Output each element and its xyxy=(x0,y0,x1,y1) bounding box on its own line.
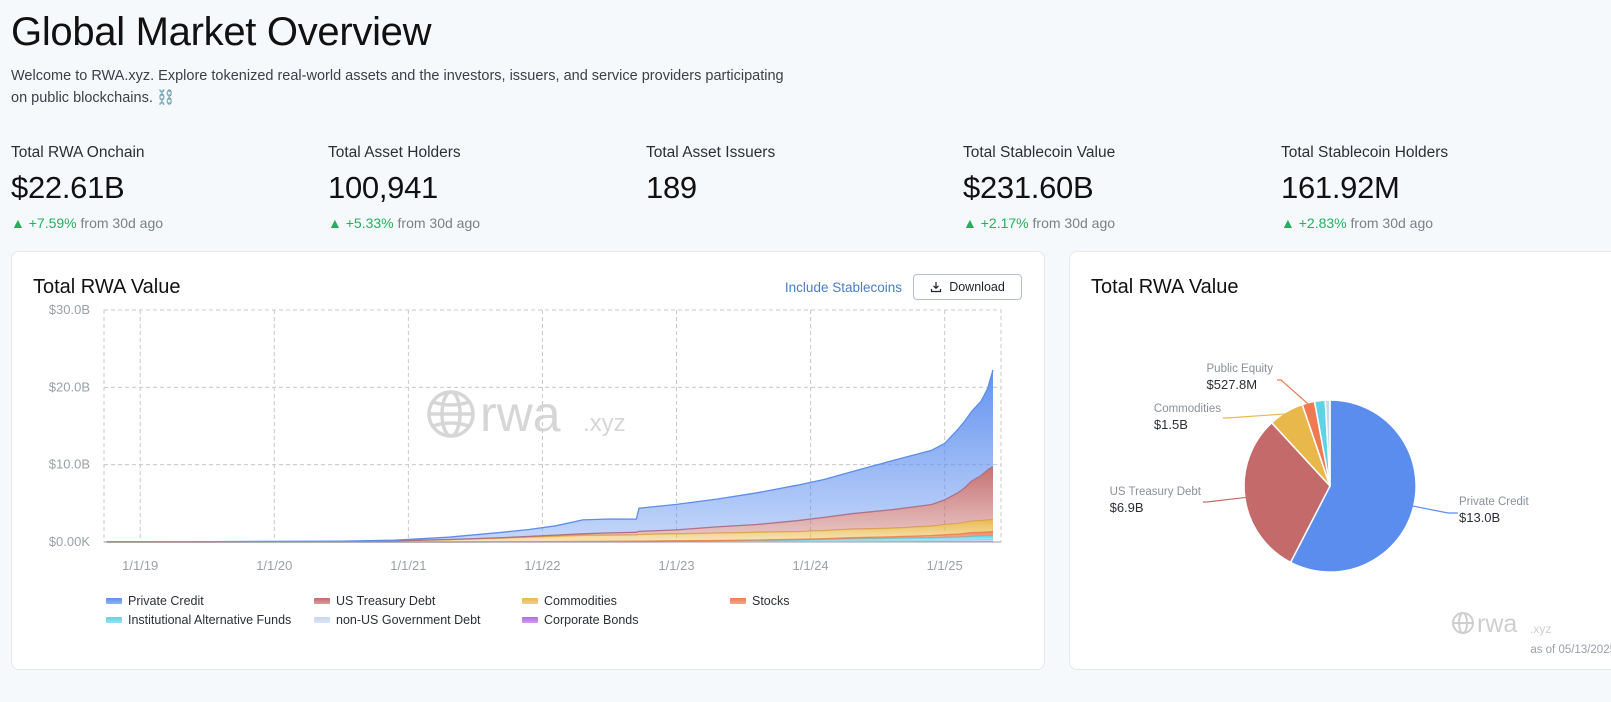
stat-label: Total Stablecoin Holders xyxy=(1281,144,1449,161)
stat-change: ▲ +7.59% from 30d ago xyxy=(11,215,311,231)
stat-label: Total RWA Onchain xyxy=(11,144,145,161)
stat-change-pct: +5.33% xyxy=(345,215,394,231)
stat-total-rwa: Total RWA Onchain $22.61B ▲ +7.59% from … xyxy=(11,144,311,231)
page-intro: Welcome to RWA.xyz. Explore tokenized re… xyxy=(11,68,784,106)
stat-asset-issuers: Total Asset Issuers 189 xyxy=(646,144,946,206)
pie-chart-title: Total RWA Value xyxy=(1091,276,1239,298)
stat-change-pct: +7.59% xyxy=(28,215,77,231)
stat-value: $231.60B xyxy=(963,170,1094,205)
legend-label: US Treasury Debt xyxy=(336,594,436,608)
legend-item[interactable]: Institutional Alternative Funds xyxy=(106,613,314,627)
include-stablecoins-toggle[interactable]: Include Stablecoins xyxy=(784,280,902,295)
stat-label: Total Asset Issuers xyxy=(646,144,776,161)
stat-label: Total Stablecoin Value xyxy=(963,144,1116,161)
legend-swatch xyxy=(106,598,122,604)
legend-swatch xyxy=(730,598,746,604)
legend-label: Stocks xyxy=(752,594,790,608)
legend-item[interactable]: Private Credit xyxy=(106,594,314,608)
up-arrow-icon: ▲ xyxy=(963,215,977,231)
stat-asset-holders: Total Asset Holders 100,941 ▲ +5.33% fro… xyxy=(328,144,628,231)
legend-label: Commodities xyxy=(544,594,617,608)
up-arrow-icon: ▲ xyxy=(11,215,25,231)
stat-change: ▲ +5.33% from 30d ago xyxy=(328,215,628,231)
legend-swatch xyxy=(106,617,122,623)
stat-value: $22.61B xyxy=(11,170,125,205)
stat-change-suffix: from 30d ago xyxy=(397,215,481,231)
stat-label: Total Asset Holders xyxy=(328,144,461,161)
stat-change: ▲ +2.83% from 30d ago xyxy=(1281,215,1581,231)
area-chart-title: Total RWA Value xyxy=(33,276,181,298)
as-of-date: as of 05/13/2025 xyxy=(1530,644,1611,656)
legend-label: Institutional Alternative Funds xyxy=(128,613,292,627)
legend-item[interactable]: non-US Government Debt xyxy=(314,613,522,627)
legend-item[interactable]: US Treasury Debt xyxy=(314,594,522,608)
stat-change-pct: +2.83% xyxy=(1298,215,1347,231)
legend-label: Corporate Bonds xyxy=(544,613,639,627)
legend-item[interactable]: Stocks xyxy=(730,594,850,608)
area-chart-legend: Private Credit US Treasury Debt Commoditie… xyxy=(106,594,826,627)
stat-change-suffix: from 30d ago xyxy=(1032,215,1116,231)
stat-change-suffix: from 30d ago xyxy=(1350,215,1434,231)
stat-change-suffix: from 30d ago xyxy=(80,215,164,231)
legend-item[interactable]: Commodities xyxy=(522,594,730,608)
download-button[interactable]: Download xyxy=(913,274,1022,300)
up-arrow-icon: ▲ xyxy=(328,215,342,231)
download-icon xyxy=(931,282,942,293)
stat-value: 100,941 xyxy=(328,170,438,205)
stat-change: ▲ +2.17% from 30d ago xyxy=(963,215,1263,231)
legend-label: non-US Government Debt xyxy=(336,613,481,627)
legend-swatch xyxy=(522,598,538,604)
legend-swatch xyxy=(314,598,330,604)
download-label: Download xyxy=(949,280,1005,294)
stat-change-pct: +2.17% xyxy=(980,215,1029,231)
stat-value: 189 xyxy=(646,170,697,205)
up-arrow-icon: ▲ xyxy=(1281,215,1295,231)
stat-stablecoin-value: Total Stablecoin Value $231.60B ▲ +2.17%… xyxy=(963,144,1263,231)
stat-value: 161.92M xyxy=(1281,170,1400,205)
pie-chart-card: Total RWA Value as of 05/13/2025 xyxy=(1069,251,1611,670)
legend-label: Private Credit xyxy=(128,594,204,608)
legend-item[interactable]: Corporate Bonds xyxy=(522,613,730,627)
stat-stablecoin-holders: Total Stablecoin Holders 161.92M ▲ +2.83… xyxy=(1281,144,1581,231)
legend-swatch xyxy=(522,617,538,623)
page-title: Global Market Overview xyxy=(11,10,432,54)
legend-swatch xyxy=(314,617,330,623)
